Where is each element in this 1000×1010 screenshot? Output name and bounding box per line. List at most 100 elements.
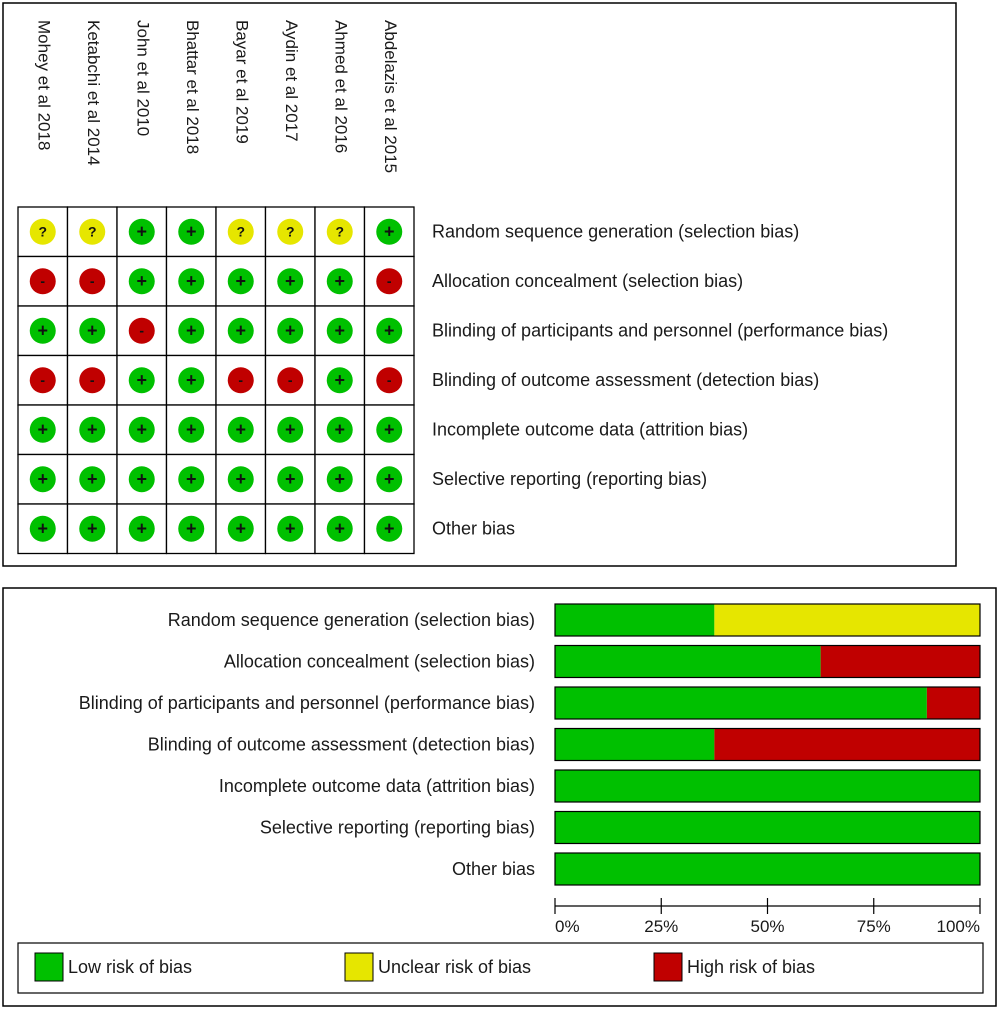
study-header: John et al 2010 <box>133 20 152 136</box>
judgement-low-mark <box>326 466 353 493</box>
bar-outline <box>554 852 981 886</box>
judgement-high-mark <box>376 367 403 394</box>
judgement-symbol: + <box>87 321 98 341</box>
bar-segment-unclear <box>714 604 980 636</box>
judgement-symbol: + <box>186 519 197 539</box>
judgement-low-mark <box>326 367 353 394</box>
judgement-low-mark <box>326 317 353 344</box>
judgement-symbol: + <box>37 469 48 489</box>
judgement-symbol: + <box>37 321 48 341</box>
judgement-symbol: + <box>384 469 395 489</box>
judgement-symbol: + <box>285 519 296 539</box>
domain-label: Selective reporting (reporting bias) <box>432 469 707 489</box>
judgement-symbol: + <box>285 420 296 440</box>
judgement-symbol: - <box>288 372 293 388</box>
bar-category-label: Selective reporting (reporting bias) <box>260 817 535 837</box>
judgement-symbol: + <box>334 519 345 539</box>
judgement-symbol: + <box>136 222 147 242</box>
legend-label: Low risk of bias <box>68 957 192 977</box>
bar-category-label: Random sequence generation (selection bi… <box>168 610 535 630</box>
judgement-low-mark <box>128 268 155 295</box>
judgement-low-mark <box>29 515 56 542</box>
judgement-symbol: + <box>136 271 147 291</box>
judgement-low-mark <box>128 515 155 542</box>
bar-outline <box>554 727 981 762</box>
judgement-high-mark <box>277 367 304 394</box>
judgement-symbol: + <box>384 420 395 440</box>
judgement-symbol: ? <box>335 223 344 239</box>
judgement-low-mark <box>277 466 304 493</box>
bar-category-label: Blinding of outcome assessment (detectio… <box>148 734 535 754</box>
judgement-symbol: + <box>186 321 197 341</box>
judgement-symbol: - <box>90 372 95 388</box>
bar-segment-low <box>555 853 980 885</box>
risk-of-bias-bar-graph: Random sequence generation (selection bi… <box>79 603 981 936</box>
judgement-symbol: + <box>384 222 395 242</box>
judgement-symbol: + <box>235 271 246 291</box>
judgement-symbol: ? <box>38 223 47 239</box>
judgement-low-mark <box>227 317 254 344</box>
judgement-low-mark <box>376 466 403 493</box>
judgement-symbol: - <box>238 372 243 388</box>
judgement-low-mark <box>326 416 353 443</box>
x-tick-label: 50% <box>750 917 784 936</box>
x-tick-label: 100% <box>937 917 980 936</box>
bar-outline <box>554 769 981 803</box>
judgement-low-mark <box>326 515 353 542</box>
judgement-low-mark <box>128 416 155 443</box>
bar-segment-low <box>555 770 980 802</box>
judgement-low-mark <box>29 317 56 344</box>
judgement-symbol: + <box>235 519 246 539</box>
judgement-low-mark <box>128 367 155 394</box>
judgement-low-mark <box>277 515 304 542</box>
x-tick-label: 25% <box>644 917 678 936</box>
judgement-low-mark <box>178 515 205 542</box>
x-tick-label: 0% <box>555 917 580 936</box>
judgement-low-mark <box>79 317 106 344</box>
judgement-high-mark <box>29 367 56 394</box>
judgement-unclear-mark <box>29 218 56 245</box>
judgement-symbol: - <box>40 372 45 388</box>
domain-label: Blinding of participants and personnel (… <box>432 321 888 341</box>
legend-frame <box>17 942 984 994</box>
judgement-symbol: + <box>334 370 345 390</box>
judgement-symbol: + <box>136 420 147 440</box>
judgement-low-mark <box>227 268 254 295</box>
judgement-high-mark <box>29 268 56 295</box>
bar-segment-low <box>555 811 980 844</box>
judgement-low-mark <box>376 416 403 443</box>
legend-swatch-unclear <box>344 952 374 982</box>
judgement-unclear-mark <box>79 218 106 245</box>
judgement-low-mark <box>79 416 106 443</box>
judgement-symbol: + <box>136 370 147 390</box>
study-header: Ahmed et al 2016 <box>331 20 350 153</box>
bar-category-label: Other bias <box>452 859 535 879</box>
legend: Low risk of bias Unclear risk of bias High… <box>17 942 984 994</box>
bar-outline <box>554 810 981 845</box>
judgement-symbol: - <box>387 273 392 289</box>
judgement-unclear-mark <box>277 218 304 245</box>
judgement-symbol: + <box>334 469 345 489</box>
judgement-low-mark <box>376 317 403 344</box>
judgement-symbol: + <box>285 321 296 341</box>
x-tick-label: 75% <box>857 917 891 936</box>
judgement-symbol: - <box>139 322 144 338</box>
judgement-symbol: + <box>186 370 197 390</box>
judgement-low-mark <box>326 268 353 295</box>
judgement-symbol: + <box>87 519 98 539</box>
judgement-symbol: ? <box>236 223 245 239</box>
bar-segment-high <box>714 728 980 761</box>
judgement-high-mark <box>376 268 403 295</box>
judgement-symbol: + <box>87 469 98 489</box>
judgement-symbol: + <box>384 519 395 539</box>
bar-segment-low <box>555 687 927 719</box>
bar-segment-high <box>926 687 980 719</box>
judgement-symbol: + <box>235 420 246 440</box>
judgement-symbol: - <box>40 273 45 289</box>
legend-label: High risk of bias <box>687 957 815 977</box>
judgement-symbol: + <box>37 420 48 440</box>
judgement-low-mark <box>178 367 205 394</box>
domain-label: Random sequence generation (selection bi… <box>432 222 799 242</box>
study-header: Ketabchi et al 2014 <box>84 20 103 166</box>
